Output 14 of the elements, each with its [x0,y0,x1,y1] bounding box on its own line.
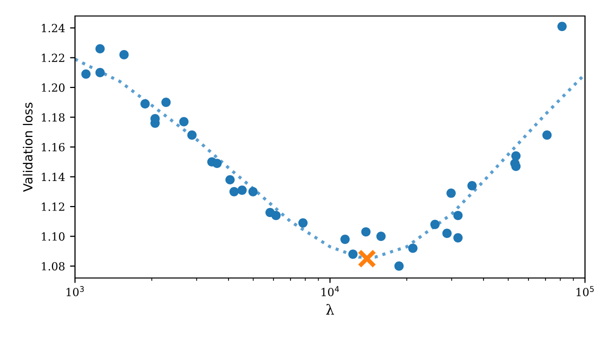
x-tick-label: 10$^{5}$ [576,286,594,296]
y-tick-label: 1.08 [42,262,65,270]
y-tick-label: 1.20 [42,83,65,92]
y-tick-label: 1.24 [42,24,65,32]
y-tick-label: 1.22 [42,54,64,62]
x-axis-title: λ [326,304,334,315]
y-axis-title: Validation loss [22,102,33,192]
x-tick-label: 10$^{4}$ [322,286,339,296]
y-tick-label: 1.10 [42,232,65,241]
x-tick-label: 10$^{3}$ [66,286,84,296]
y-tick-label: 1.12 [42,202,64,211]
y-tick-label: 1.18 [42,113,65,122]
y-tick-label: 1.14 [42,172,65,182]
y-tick-label: 1.16 [42,142,65,152]
